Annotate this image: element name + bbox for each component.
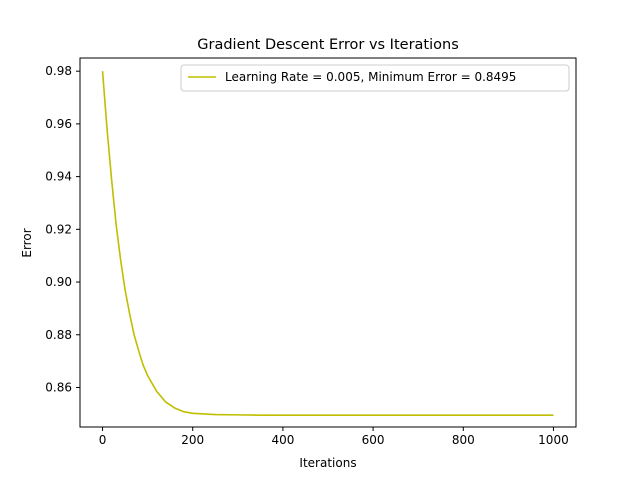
y-axis-ticks: 0.86 0.88 0.90 0.92 0.94 0.96 0.98 — [45, 64, 80, 394]
y-tick-label: 0.88 — [45, 328, 72, 342]
x-tick-label: 600 — [362, 433, 385, 447]
y-tick-label: 0.94 — [45, 170, 72, 184]
x-tick-label: 800 — [452, 433, 475, 447]
x-axis-ticks: 0 200 400 600 800 1000 — [99, 427, 569, 447]
series-line-error — [101, 71, 554, 416]
chart-title: Gradient Descent Error vs Iterations — [197, 37, 459, 53]
legend-entry-label: Learning Rate = 0.005, Minimum Error = 0… — [225, 70, 516, 84]
legend: Learning Rate = 0.005, Minimum Error = 0… — [180, 64, 570, 92]
x-axis-label: Iterations — [299, 456, 356, 470]
y-tick-label: 0.96 — [45, 117, 72, 131]
legend-box — [180, 64, 570, 92]
y-tick-label: 0.98 — [45, 64, 72, 78]
x-tick-label: 1000 — [538, 433, 569, 447]
y-tick-label: 0.86 — [45, 380, 72, 394]
y-axis-label: Error — [20, 228, 34, 257]
plot-area-frame — [79, 57, 577, 428]
x-tick-label: 400 — [271, 433, 294, 447]
x-tick-label: 200 — [181, 433, 204, 447]
y-tick-label: 0.92 — [45, 222, 72, 236]
y-tick-label: 0.90 — [45, 275, 72, 289]
x-tick-label: 0 — [99, 433, 107, 447]
